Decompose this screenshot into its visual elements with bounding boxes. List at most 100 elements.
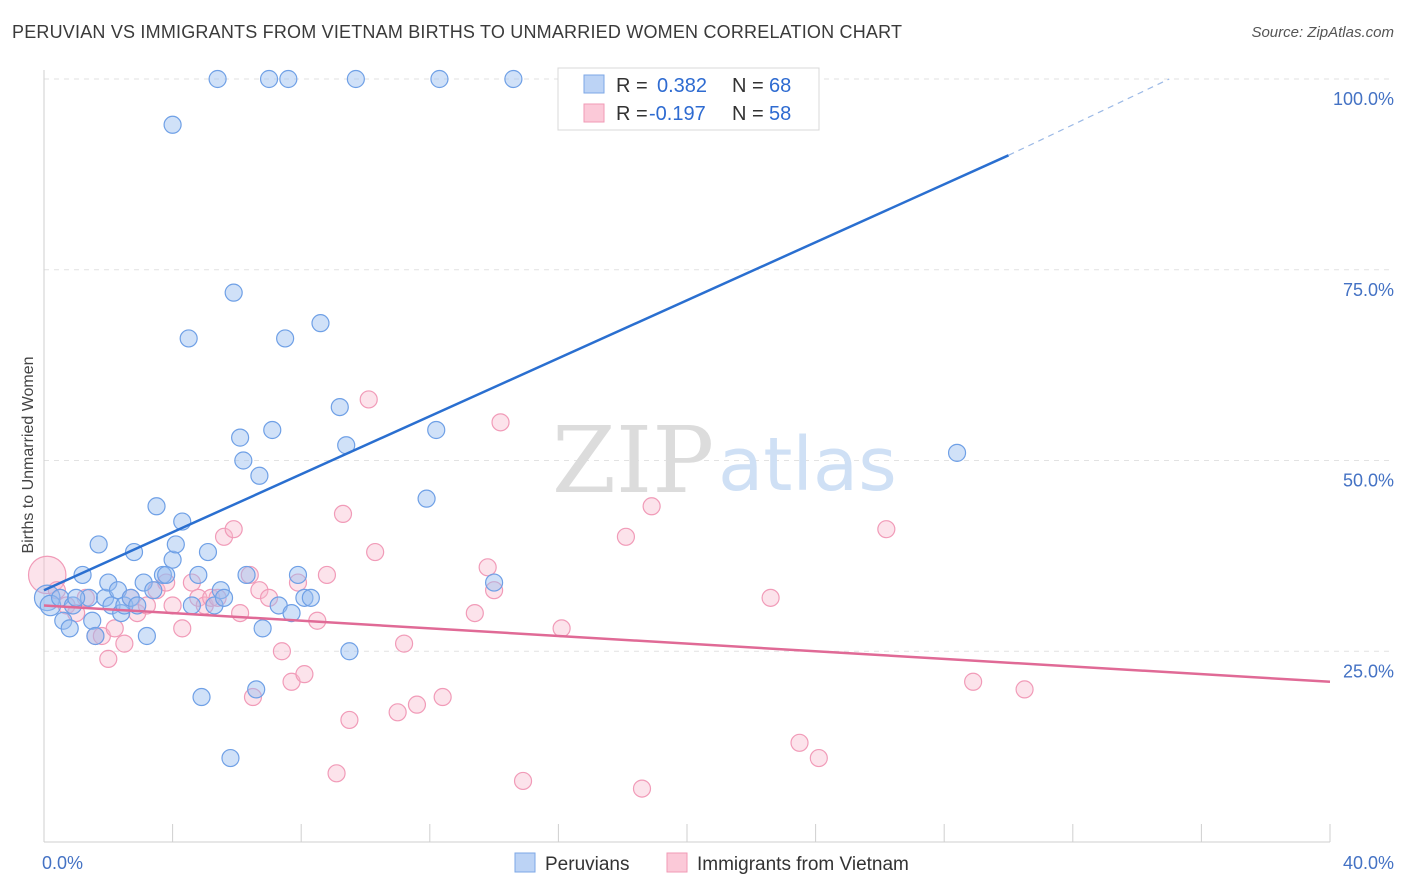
vietnam-point-9 xyxy=(115,634,134,653)
vietnam-point-23 xyxy=(224,520,243,539)
vietnam-point-12 xyxy=(137,596,156,615)
watermark: ZIP atlas xyxy=(552,407,897,514)
peruvian-point-40 xyxy=(234,451,253,470)
vietnam-point-50 xyxy=(616,527,636,546)
peruvian-point-37 xyxy=(221,748,240,768)
y-tick-label-2: 75.0% xyxy=(1343,280,1394,300)
peruvian-point-66 xyxy=(947,443,967,462)
vietnam-point-58 xyxy=(1015,680,1034,699)
vietnam-point-47 xyxy=(491,413,510,432)
peruvian-point-44 xyxy=(253,619,272,638)
peruvian-point-41 xyxy=(237,565,256,585)
peruvian-point-45 xyxy=(263,420,282,440)
vietnam-point-15 xyxy=(163,596,182,615)
peruvian-point-25 xyxy=(157,565,176,585)
peruvian-point-61 xyxy=(259,69,279,89)
peruvian-point-48 xyxy=(282,603,301,623)
vietnam-point-16 xyxy=(173,619,192,638)
vietnam-point-48 xyxy=(513,771,533,791)
legend-n-label-1: N = xyxy=(732,75,764,97)
peruvian-point-3 xyxy=(54,611,73,630)
x-tick-label-max: 40.0% xyxy=(1343,853,1394,873)
source-label: Source: ZipAtlas.com xyxy=(1251,24,1394,41)
y-tick-label-1: 50.0% xyxy=(1343,471,1394,491)
peruvian-point-4 xyxy=(60,619,79,638)
legend-r-label-2: R = xyxy=(616,103,648,125)
y-axis-label: Births to Unmarried Women xyxy=(20,356,37,553)
peruvian-point-59 xyxy=(163,115,182,134)
watermark-zip: ZIP xyxy=(552,407,714,514)
peruvian-trend-line xyxy=(43,154,1010,592)
peruvian-point-20 xyxy=(134,573,153,592)
vietnam-point-49 xyxy=(552,619,571,638)
peruvian-point-32 xyxy=(192,687,211,707)
peruvian-point-34 xyxy=(205,596,224,615)
peruvian-trend-extension xyxy=(1008,78,1170,156)
vietnam-point-35 xyxy=(327,764,346,783)
legend-swatch-vietnam xyxy=(583,103,605,123)
peruvian-point-10 xyxy=(89,535,108,554)
peruvian-point-7 xyxy=(79,588,99,607)
watermark-atlas: atlas xyxy=(718,422,897,508)
peruvian-point-31 xyxy=(189,565,208,585)
legend-n-value-2: 58 xyxy=(769,103,791,125)
peruvian-point-52 xyxy=(311,314,330,333)
vietnam-point-43 xyxy=(433,687,452,707)
bottom-legend: Peruvians Immigrants from Vietnam xyxy=(514,852,909,875)
peruvian-point-9 xyxy=(86,626,105,646)
peruvian-point-50 xyxy=(295,588,314,607)
vietnam-point-56 xyxy=(877,520,896,539)
peruvian-point-12 xyxy=(99,573,118,592)
vietnam-trend-line xyxy=(43,604,1331,684)
vietnam-point-41 xyxy=(394,634,414,653)
peruvian-point-55 xyxy=(340,642,359,661)
vietnam-point-36 xyxy=(333,504,353,524)
vietnam-point-57 xyxy=(964,672,983,691)
x-ticks xyxy=(172,824,1331,842)
peruvian-point-60 xyxy=(208,69,227,89)
peruvian-point-43 xyxy=(250,466,269,485)
legend-n-value-1: 68 xyxy=(769,75,791,97)
legend-r-value-1: 0.382 xyxy=(657,75,707,97)
vietnam-point-51 xyxy=(632,779,652,798)
vietnam-point-27 xyxy=(250,581,269,600)
vietnam-point-40 xyxy=(388,703,407,722)
peruvian-point-33 xyxy=(198,542,218,562)
vietnam-point-37 xyxy=(340,710,359,730)
y-tick-labels: 25.0% 50.0% 75.0% 100.0% xyxy=(1333,89,1394,681)
legend-n-label-2: N = xyxy=(732,103,764,125)
vietnam-point-17 xyxy=(182,573,201,592)
peruvian-point-65 xyxy=(504,69,523,89)
bottom-legend-swatch-peruvians xyxy=(514,852,536,873)
bottom-legend-swatch-vietnam xyxy=(666,852,688,873)
y-tick-label-3: 100.0% xyxy=(1333,89,1394,109)
chart-title: PERUVIAN VS IMMIGRANTS FROM VIETNAM BIRT… xyxy=(12,22,903,42)
legend-box: R = 0.382 N = 68 R = -0.197 N = 58 xyxy=(557,67,820,131)
peruvian-point-51 xyxy=(301,588,320,607)
peruvian-point-30 xyxy=(182,596,201,615)
bottom-legend-vietnam: Immigrants from Vietnam xyxy=(697,854,909,875)
vietnam-point-38 xyxy=(359,390,378,409)
peruvian-point-56 xyxy=(417,489,436,508)
vietnam-point-53 xyxy=(761,588,780,607)
bottom-legend-peruvians: Peruvians xyxy=(545,854,630,875)
vietnam-point-31 xyxy=(288,573,308,592)
peruvian-point-22 xyxy=(144,581,163,600)
peruvian-point-63 xyxy=(346,69,365,89)
y-tick-label-0: 25.0% xyxy=(1343,661,1394,681)
peruvian-point-58 xyxy=(485,573,504,592)
peruvian-point-8 xyxy=(83,611,102,630)
vietnam-point-54 xyxy=(790,733,809,752)
peruvian-point-53 xyxy=(330,397,349,417)
vietnam-point-34 xyxy=(317,565,337,585)
legend-swatch-peruvians xyxy=(583,74,605,94)
vietnam-point-46 xyxy=(485,581,504,600)
vietnam-point-22 xyxy=(214,527,234,546)
vietnam-point-29 xyxy=(272,642,292,661)
vietnam-point-28 xyxy=(259,588,279,607)
legend-r-value-2: -0.197 xyxy=(649,103,706,125)
peruvian-point-42 xyxy=(247,680,266,699)
legend-r-label-1: R = xyxy=(616,75,648,97)
peruvian-point-17 xyxy=(121,588,140,607)
